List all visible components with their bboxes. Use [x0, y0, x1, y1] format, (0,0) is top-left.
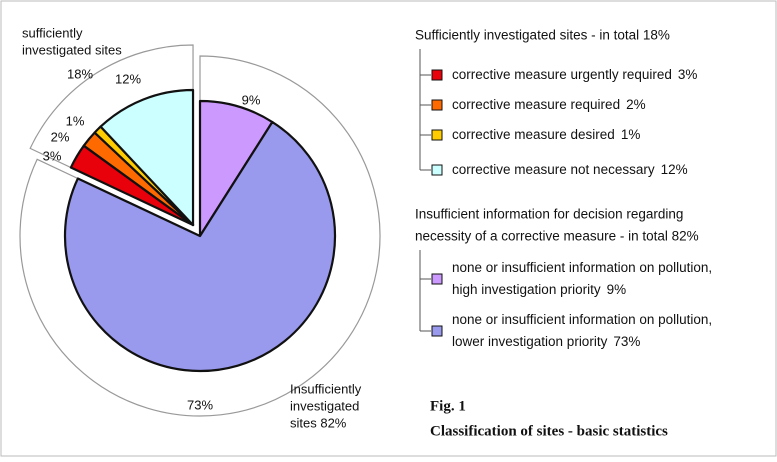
group-label: investigated: [290, 398, 359, 413]
legend-value: 73%: [613, 334, 640, 349]
group-label: sites 82%: [290, 415, 347, 430]
legend-title: Insufficient information for decision re…: [415, 207, 683, 222]
slice-label: 12%: [115, 71, 141, 86]
legend-swatch: [431, 69, 443, 81]
legend-label: corrective measure not necessary 12%: [452, 162, 688, 177]
figure-label: Fig. 1: [430, 398, 466, 414]
legend-value: 3%: [678, 67, 698, 82]
group-value-label: 18%: [67, 66, 93, 81]
legend-label: none or insufficient information on poll…: [452, 312, 712, 349]
legend-line: corrective measure required: [452, 97, 620, 112]
legend-label: corrective measure required 2%: [452, 97, 646, 112]
legend-label: corrective measure urgently required 3%: [452, 67, 697, 82]
slice-label: 1%: [66, 113, 85, 128]
legend-swatch: [431, 273, 443, 285]
group-label: investigated sites: [22, 42, 122, 57]
legend-line: corrective measure desired: [452, 127, 615, 142]
slice-label: 73%: [187, 397, 213, 412]
pie-slice: [63, 120, 337, 373]
legend-label: corrective measure desired 1%: [452, 127, 640, 142]
legend-swatch: [431, 164, 443, 176]
legend-swatch: [431, 99, 443, 111]
legend-label: none or insufficient information on poll…: [452, 260, 712, 297]
legend-line: high investigation priority: [452, 282, 601, 297]
legend-value: 2%: [626, 97, 646, 112]
group-label: Insufficiently: [290, 381, 362, 396]
legend-line: none or insufficient information on poll…: [452, 312, 712, 327]
legend-line: none or insufficient information on poll…: [452, 260, 712, 275]
legend-line: lower investigation priority: [452, 334, 608, 349]
legend-line: corrective measure not necessary: [452, 162, 655, 177]
legend-line: corrective measure urgently required: [452, 67, 672, 82]
slice-label: 9%: [242, 92, 261, 107]
group-label: sufficiently: [22, 25, 83, 40]
legend-swatch: [431, 325, 443, 337]
legend-title: necessity of a corrective measure - in t…: [415, 229, 699, 244]
legend-value: 9%: [607, 282, 627, 297]
slice-label: 3%: [43, 148, 62, 163]
chart-title: Classification of sites - basic statisti…: [430, 423, 668, 439]
legend-value: 12%: [661, 162, 688, 177]
pie-slice: [99, 88, 195, 227]
legend-value: 1%: [621, 127, 641, 142]
legend-title: Sufficiently investigated sites - in tot…: [415, 28, 670, 43]
slice-label: 2%: [51, 129, 70, 144]
legend-swatch: [431, 129, 443, 141]
